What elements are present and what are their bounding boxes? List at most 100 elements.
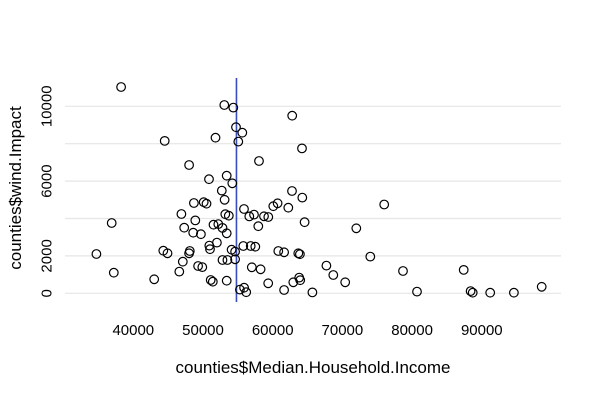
data-point xyxy=(259,211,269,222)
data-point xyxy=(204,174,214,185)
data-point xyxy=(211,237,222,248)
data-point xyxy=(177,256,188,267)
data-point xyxy=(176,209,187,219)
data-point xyxy=(188,198,199,208)
data-point xyxy=(279,285,290,295)
data-point xyxy=(249,209,259,220)
data-point xyxy=(201,198,212,209)
data-point xyxy=(179,222,190,233)
data-point xyxy=(195,229,206,240)
data-point xyxy=(288,277,299,288)
data-point xyxy=(299,217,310,228)
y-tick-label: 2000 xyxy=(39,239,56,272)
data-point xyxy=(174,266,185,277)
data-point xyxy=(219,100,230,110)
data-point xyxy=(283,202,294,213)
data-point xyxy=(208,219,219,230)
y-tick-label: 10000 xyxy=(39,85,56,127)
x-tick-label: 50000 xyxy=(182,322,224,339)
data-point xyxy=(250,241,261,252)
data-point xyxy=(241,287,252,298)
data-point xyxy=(197,262,208,273)
data-point xyxy=(190,215,201,226)
x-tick-label: 90000 xyxy=(461,322,503,339)
x-tick-label: 60000 xyxy=(252,322,294,339)
data-point xyxy=(245,241,256,251)
data-point xyxy=(467,287,478,298)
data-point xyxy=(246,262,257,273)
data-point xyxy=(321,260,332,271)
data-point xyxy=(231,122,241,133)
data-point xyxy=(221,275,232,286)
data-point xyxy=(263,212,274,222)
data-point xyxy=(237,127,248,138)
data-point xyxy=(239,204,249,214)
data-point xyxy=(272,198,283,209)
data-point xyxy=(106,218,117,228)
data-point xyxy=(340,277,351,288)
data-point xyxy=(184,246,195,256)
data-point xyxy=(223,210,234,221)
data-point xyxy=(297,143,307,154)
data-point xyxy=(239,282,250,293)
data-point xyxy=(253,221,264,232)
data-point xyxy=(279,247,290,258)
data-point xyxy=(458,265,469,275)
x-tick-label: 80000 xyxy=(391,322,433,339)
data-point xyxy=(233,136,244,147)
data-point xyxy=(379,199,390,210)
data-point xyxy=(91,249,102,259)
data-point xyxy=(307,287,318,298)
data-point xyxy=(230,254,241,265)
data-point xyxy=(287,186,297,196)
data-point xyxy=(217,255,228,265)
data-point xyxy=(263,278,274,289)
data-point xyxy=(188,227,199,238)
data-point xyxy=(254,156,264,166)
data-point xyxy=(221,228,232,239)
data-point xyxy=(238,241,249,251)
data-point xyxy=(297,192,308,203)
x-axis-title: counties$Median.Household.Income xyxy=(175,358,451,377)
data-point xyxy=(108,267,119,278)
data-point xyxy=(193,261,204,271)
data-point xyxy=(255,264,266,275)
y-tick-label: 0 xyxy=(39,289,56,297)
data-point xyxy=(328,270,339,280)
data-point xyxy=(293,248,304,259)
data-point xyxy=(295,249,305,260)
data-point xyxy=(273,246,284,256)
data-point xyxy=(221,170,232,181)
data-point xyxy=(230,246,241,257)
data-point xyxy=(184,160,195,170)
data-point xyxy=(227,178,238,189)
data-point xyxy=(465,286,476,297)
data-point xyxy=(244,211,255,222)
data-point xyxy=(207,276,218,287)
x-tick-label: 40000 xyxy=(112,322,154,339)
data-point xyxy=(287,110,298,121)
data-point xyxy=(116,82,126,92)
data-point xyxy=(351,223,362,234)
data-point xyxy=(509,287,519,298)
y-axis-title: counties$wind.Impact xyxy=(6,106,25,270)
data-point xyxy=(159,135,170,146)
data-point xyxy=(485,287,496,298)
data-point xyxy=(162,248,173,259)
data-point xyxy=(295,275,306,286)
data-point xyxy=(216,185,227,196)
y-tick-label: 6000 xyxy=(39,164,56,197)
x-tick-label: 70000 xyxy=(322,322,364,339)
data-point xyxy=(149,274,160,285)
data-point xyxy=(228,102,239,113)
data-point xyxy=(205,244,215,255)
data-point xyxy=(205,275,216,285)
data-point xyxy=(222,255,233,265)
data-point xyxy=(210,132,221,143)
data-point xyxy=(365,251,376,262)
data-point xyxy=(536,281,547,292)
data-point xyxy=(398,266,408,276)
data-point xyxy=(412,286,422,297)
